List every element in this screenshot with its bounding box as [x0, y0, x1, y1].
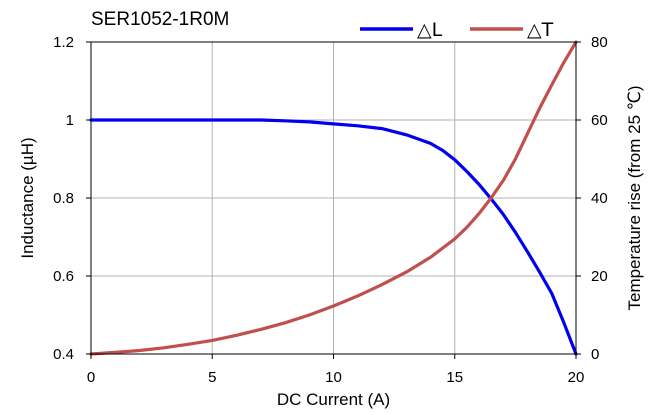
y2-tick-label: 0 [591, 346, 599, 363]
y2-tick-label: 20 [591, 268, 608, 285]
ticks: 0 5 10 15 20 0.4 0.6 0.8 1 1.2 0 20 40 60 80 [53, 34, 608, 386]
x-tick-label: 20 [568, 369, 585, 386]
series-line-delta-t [89, 40, 578, 356]
x-axis-title: DC Current (A) [277, 390, 390, 409]
x-tick-label: 0 [87, 369, 95, 386]
y-tick-label: 0.6 [53, 268, 74, 285]
y2-axis-title: Temperature rise (from 25 ℃) [625, 85, 644, 310]
series-layer [89, 40, 578, 356]
x-tick-label: 10 [325, 369, 342, 386]
series-line-delta-l [89, 118, 578, 356]
legend-label-delta-l: △L [417, 19, 443, 41]
x-tick-label: 15 [446, 369, 463, 386]
y-tick-label: 1 [66, 112, 74, 129]
y-axis-title: Inductance (µH) [18, 137, 37, 258]
legend-label-delta-t: △T [527, 19, 554, 41]
y2-tick-label: 40 [591, 190, 608, 207]
chart-title: SER1052-1R0M [91, 9, 229, 30]
y2-tick-label: 80 [591, 34, 608, 51]
y-tick-label: 0.4 [53, 346, 74, 363]
legend: △L △T [360, 19, 554, 41]
x-tick-label: 5 [208, 369, 216, 386]
y-tick-label: 0.8 [53, 190, 74, 207]
y-tick-label: 1.2 [53, 34, 74, 51]
y2-tick-label: 60 [591, 112, 608, 129]
